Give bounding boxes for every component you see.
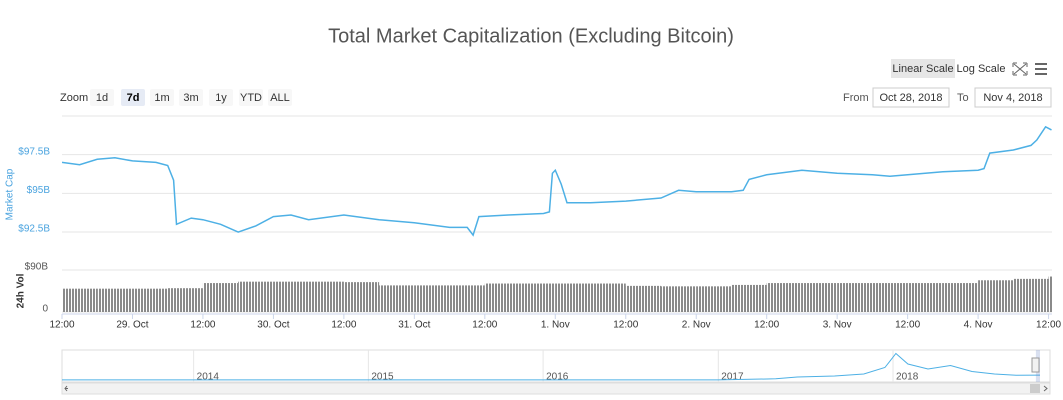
- volume-bar: [1013, 278, 1049, 312]
- range-button[interactable]: YTD: [240, 92, 262, 104]
- volume-bar: [167, 288, 203, 312]
- range-button-bg[interactable]: [239, 89, 263, 106]
- navigator-tick-label: 2015: [371, 372, 394, 383]
- x-tick-label: 12:00: [49, 320, 74, 331]
- scrollbar-thumb[interactable]: [1030, 384, 1040, 393]
- plot-area: [62, 125, 1052, 312]
- navigator-tick-label: 2016: [546, 372, 569, 383]
- range-button-bg[interactable]: [209, 89, 233, 106]
- volume-bar: [942, 283, 979, 312]
- x-tick-label: 12:00: [472, 320, 497, 331]
- range-button[interactable]: 7d: [127, 92, 140, 104]
- scale-button-bg[interactable]: [956, 59, 1006, 78]
- volume-bar: [520, 283, 556, 312]
- volume-bar: [414, 285, 450, 312]
- navigator-line: [62, 352, 1041, 381]
- range-button-bg[interactable]: [90, 89, 114, 106]
- volume-bar: [1048, 276, 1052, 312]
- volume-bar: [837, 283, 873, 312]
- range-button-bg[interactable]: [179, 89, 203, 106]
- navigator-frame: [61, 349, 1051, 383]
- volume-bar: [660, 286, 697, 312]
- range-button[interactable]: 1m: [154, 92, 169, 104]
- from-input[interactable]: [872, 87, 950, 108]
- scale-button[interactable]: Linear Scale: [892, 63, 953, 75]
- volume-bar: [449, 285, 485, 312]
- scroll-left[interactable]: [64, 385, 68, 392]
- volume-bar: [872, 283, 908, 312]
- y-tick-label: $97.5B: [18, 146, 50, 157]
- volume-bar: [238, 281, 274, 312]
- scroll-right[interactable]: [1043, 385, 1048, 392]
- volume-bar: [273, 281, 309, 312]
- y2-tick-label: 0: [42, 304, 48, 315]
- volume-bar: [978, 280, 1014, 312]
- volume-bar: [625, 285, 661, 312]
- volume-bar: [484, 283, 521, 312]
- x-tick-label: 12:00: [331, 320, 356, 331]
- volume-bar: [590, 283, 626, 312]
- chart-title: Total Market Capitalization (Excluding B…: [328, 25, 734, 47]
- navigator-handle[interactable]: [1031, 357, 1040, 373]
- x-tick-label: 12:00: [895, 320, 920, 331]
- to-input[interactable]: [974, 87, 1052, 108]
- menu-icon[interactable]: [1035, 63, 1047, 75]
- to-label: To: [957, 92, 969, 104]
- zoom-label: Zoom: [60, 92, 88, 104]
- volume-bar: [379, 285, 415, 312]
- volume-bar: [97, 288, 133, 312]
- x-tick-label: 12:00: [613, 320, 638, 331]
- x-tick-label: 1. Nov: [541, 320, 570, 331]
- volume-bar: [696, 286, 732, 312]
- volume-bar: [801, 283, 838, 312]
- x-tick-label: 2. Nov: [682, 320, 711, 331]
- range-button-bg[interactable]: [150, 89, 174, 106]
- y2-tick-label: $90B: [25, 262, 49, 273]
- scale-button-bg[interactable]: [891, 59, 955, 78]
- from-value[interactable]: Oct 28, 2018: [880, 92, 943, 104]
- x-tick-label: 30. Oct: [257, 320, 289, 331]
- y-axis-title: Market Cap: [5, 168, 16, 220]
- y-tick-label: $92.5B: [18, 224, 50, 235]
- range-button[interactable]: 3m: [183, 92, 198, 104]
- navigator-tick-label: 2017: [721, 372, 744, 383]
- to-value[interactable]: Nov 4, 2018: [983, 92, 1042, 104]
- navigator-tick-label: 2014: [197, 372, 220, 383]
- scrollbar[interactable]: [61, 382, 1051, 395]
- market-cap-line: [62, 125, 1052, 237]
- range-button-bg[interactable]: [121, 89, 145, 106]
- navigator-tick-label: 2018: [896, 372, 919, 383]
- range-button[interactable]: ALL: [270, 92, 290, 104]
- x-tick-label: 3. Nov: [823, 320, 852, 331]
- volume-bar: [766, 283, 802, 312]
- fullscreen-icon[interactable]: [1012, 62, 1028, 76]
- y2-axis-title: 24h Vol: [16, 273, 27, 308]
- volume-bar: [343, 282, 380, 312]
- scale-button[interactable]: Log Scale: [957, 63, 1006, 75]
- volume-bar: [132, 288, 168, 312]
- x-tick-label: 29. Oct: [116, 320, 148, 331]
- x-tick-label: 12:00: [1036, 320, 1061, 331]
- range-button[interactable]: 1d: [96, 92, 108, 104]
- volume-bar: [308, 281, 344, 312]
- volume-bar: [62, 288, 98, 312]
- volume-bar: [555, 283, 591, 312]
- range-button-bg[interactable]: [268, 89, 292, 106]
- x-tick-label: 4. Nov: [964, 320, 993, 331]
- y-tick-label: $95B: [27, 185, 51, 196]
- volume-bar: [731, 284, 767, 312]
- x-tick-label: 12:00: [190, 320, 215, 331]
- from-label: From: [843, 92, 869, 104]
- volume-bar: [202, 283, 239, 312]
- volume-bar: [907, 283, 943, 312]
- range-button[interactable]: 1y: [215, 92, 227, 104]
- x-tick-label: 31. Oct: [398, 320, 430, 331]
- x-tick-label: 12:00: [754, 320, 779, 331]
